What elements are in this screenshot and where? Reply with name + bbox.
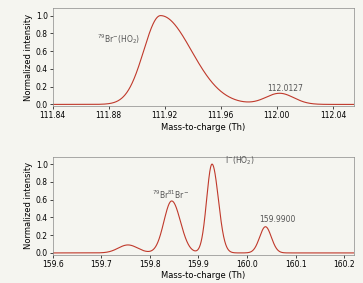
X-axis label: Mass-to-charge (Th): Mass-to-charge (Th) xyxy=(161,123,245,132)
Text: $^{79}$Br$^{81}$Br$^{-}$: $^{79}$Br$^{81}$Br$^{-}$ xyxy=(152,188,189,201)
Text: 159.9900: 159.9900 xyxy=(259,215,295,224)
Text: I$^{-}$(HO$_2$): I$^{-}$(HO$_2$) xyxy=(225,154,255,167)
Text: $^{79}$Br$^{-}$(HO$_2$): $^{79}$Br$^{-}$(HO$_2$) xyxy=(98,32,140,46)
Y-axis label: Normalized intensity: Normalized intensity xyxy=(24,14,33,101)
Y-axis label: Normalized intensity: Normalized intensity xyxy=(24,162,33,249)
X-axis label: Mass-to-charge (Th): Mass-to-charge (Th) xyxy=(161,271,245,280)
Text: 112.0127: 112.0127 xyxy=(267,84,303,93)
